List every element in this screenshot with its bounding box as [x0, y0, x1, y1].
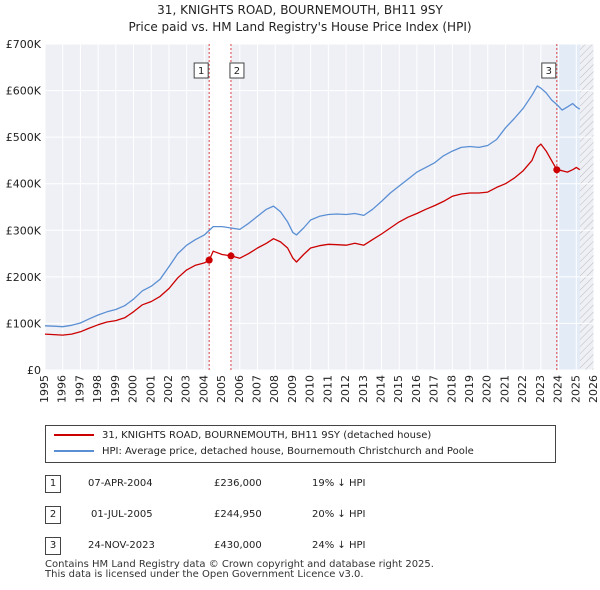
- chart-subtitle: Price paid vs. HM Land Registry's House …: [128, 20, 472, 34]
- x-tick-label: 1999: [109, 375, 122, 403]
- legend-label-property: 31, KNIGHTS ROAD, BOURNEMOUTH, BH11 9SY …: [102, 430, 432, 441]
- legend-item-property: 31, KNIGHTS ROAD, BOURNEMOUTH, BH11 9SY …: [54, 429, 431, 443]
- legend-swatch-property: [54, 434, 94, 436]
- sale-number-box: [541, 62, 557, 79]
- sale-point: [227, 252, 235, 260]
- x-tick-label: 2001: [144, 375, 157, 403]
- y-tick-label: £500K: [6, 131, 42, 144]
- x-tick-label: 2023: [534, 375, 547, 403]
- transaction-date: 07-APR-2004: [88, 478, 153, 489]
- x-tick-label: 1998: [91, 375, 104, 403]
- sale-highlight-band: [556, 44, 580, 370]
- transaction-price: £236,000: [214, 478, 262, 489]
- legend-label-hpi: HPI: Average price, detached house, Bour…: [102, 446, 474, 457]
- transaction-number: 2: [45, 506, 61, 524]
- x-tick-label: 2006: [233, 375, 246, 403]
- x-tick-label: 2016: [410, 375, 423, 403]
- sale-number-box: [193, 62, 209, 79]
- x-tick-label: 2013: [357, 375, 370, 403]
- x-tick-label: 2000: [127, 375, 140, 403]
- x-tick-label: 2008: [268, 375, 281, 403]
- sale-point: [205, 256, 213, 264]
- x-tick-label: 2009: [286, 375, 299, 403]
- y-tick-label: £300K: [6, 224, 42, 237]
- footer-line: This data is licensed under the Open Gov…: [45, 569, 364, 580]
- y-tick-label: £200K: [6, 271, 42, 284]
- y-tick-label: £100K: [6, 317, 42, 330]
- x-tick-label: 2014: [374, 375, 387, 403]
- sale-number-box: [229, 62, 245, 79]
- x-tick-label: 2002: [162, 375, 175, 403]
- legend-item-hpi: HPI: Average price, detached house, Bour…: [54, 445, 474, 459]
- sale-number-label: 2: [234, 66, 240, 77]
- y-tick-label: £600K: [6, 85, 42, 98]
- x-tick-label: 2010: [304, 375, 317, 403]
- transaction-price: £430,000: [214, 540, 262, 551]
- sale-point: [553, 166, 561, 174]
- x-tick-label: 2024: [552, 375, 565, 403]
- transaction-number: 1: [45, 475, 61, 493]
- x-tick-label: 1996: [56, 375, 69, 403]
- x-tick-label: 2026: [587, 375, 600, 403]
- sale-number-label: 3: [546, 66, 552, 77]
- sale-number-label: 1: [198, 66, 204, 77]
- x-tick-label: 2004: [197, 375, 210, 403]
- y-tick-label: £0: [27, 364, 41, 377]
- hpi-series-line: [44, 85, 581, 328]
- legend: 31, KNIGHTS ROAD, BOURNEMOUTH, BH11 9SY …: [45, 425, 556, 463]
- x-tick-label: 2005: [215, 375, 228, 403]
- transaction-hpi-delta: 20% ↓ HPI: [312, 509, 366, 520]
- x-tick-label: 2007: [251, 375, 264, 403]
- x-tick-label: 2021: [498, 375, 511, 403]
- x-tick-label: 2019: [463, 375, 476, 403]
- transaction-hpi-delta: 19% ↓ HPI: [312, 478, 366, 489]
- x-tick-label: 2015: [392, 375, 405, 403]
- property-series-line: [44, 143, 581, 336]
- transaction-number: 3: [45, 537, 61, 555]
- footer-attribution: Contains HM Land Registry data © Crown c…: [45, 560, 434, 580]
- y-tick-label: £700K: [6, 38, 42, 51]
- sale-highlight-band: [209, 44, 231, 370]
- x-tick-label: 1997: [73, 375, 86, 403]
- price-chart: £0 £100K £200K £300K £400K £500K £600K £700K 199…: [6, 38, 600, 403]
- chart-title: 31, KNIGHTS ROAD, BOURNEMOUTH, BH11 9SY: [157, 3, 443, 17]
- x-tick-label: 2022: [516, 375, 529, 403]
- x-tick-label: 2020: [481, 375, 494, 403]
- plot-background: [45, 44, 594, 370]
- x-tick-label: 2025: [569, 375, 582, 403]
- legend-swatch-hpi: [54, 450, 94, 452]
- transaction-hpi-delta: 24% ↓ HPI: [312, 540, 366, 551]
- y-tick-label: £400K: [6, 178, 42, 191]
- x-tick-label: 1995: [38, 375, 51, 403]
- transaction-date: 01-JUL-2005: [91, 509, 153, 520]
- transaction-date: 24-NOV-2023: [88, 540, 155, 551]
- x-tick-label: 2003: [180, 375, 193, 403]
- footer-line: Contains HM Land Registry data © Crown c…: [45, 559, 434, 570]
- transaction-price: £244,950: [214, 509, 262, 520]
- x-tick-label: 2011: [321, 375, 334, 403]
- x-tick-label: 2017: [428, 375, 441, 403]
- x-tick-label: 2012: [339, 375, 352, 403]
- forecast-hatch-region: [579, 44, 594, 370]
- x-tick-label: 2018: [445, 375, 458, 403]
